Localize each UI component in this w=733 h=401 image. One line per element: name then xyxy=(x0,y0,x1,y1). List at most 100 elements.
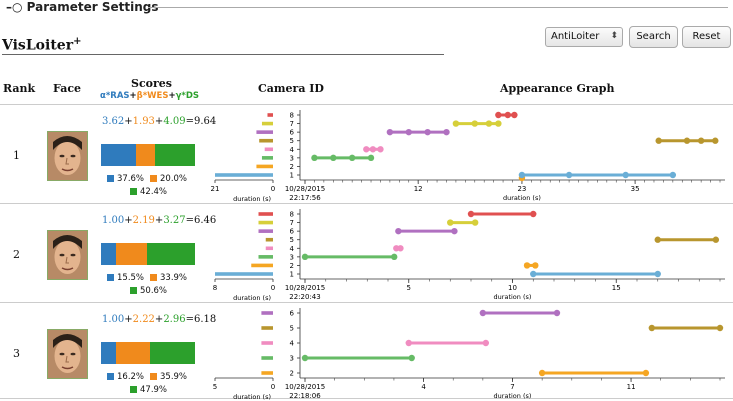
appearance-point[interactable] xyxy=(397,245,404,252)
appearance-track[interactable] xyxy=(405,339,490,347)
appearance-point[interactable] xyxy=(311,154,318,162)
appearance-track[interactable] xyxy=(393,245,404,252)
appearance-point[interactable] xyxy=(654,236,661,243)
appearance-point[interactable] xyxy=(451,227,458,235)
appearance-point[interactable] xyxy=(495,120,502,127)
appearance-track[interactable] xyxy=(301,354,415,362)
appearance-point[interactable] xyxy=(348,154,356,162)
appearance-point[interactable] xyxy=(565,171,573,179)
appearance-point[interactable] xyxy=(330,154,337,162)
duration-bar[interactable] xyxy=(264,147,273,152)
duration-bar[interactable] xyxy=(215,173,273,177)
appearance-point[interactable] xyxy=(655,137,662,144)
appearance-point[interactable] xyxy=(482,339,490,347)
appearance-track[interactable] xyxy=(530,270,661,278)
appearance-point[interactable] xyxy=(648,324,656,332)
appearance-track[interactable] xyxy=(518,171,677,179)
appearance-track[interactable] xyxy=(467,210,537,218)
duration-bar[interactable] xyxy=(261,356,273,360)
appearance-point[interactable] xyxy=(386,128,394,136)
duration-bar[interactable] xyxy=(259,138,273,143)
appearance-point[interactable] xyxy=(495,111,502,119)
duration-bar[interactable] xyxy=(258,255,274,259)
duration-bar[interactable] xyxy=(258,212,274,216)
appearance-point[interactable] xyxy=(532,262,539,269)
appearance-track[interactable] xyxy=(538,369,650,377)
duration-bar[interactable] xyxy=(265,246,273,251)
appearance-point[interactable] xyxy=(504,111,511,119)
duration-bar[interactable] xyxy=(261,121,273,126)
appearance-point[interactable] xyxy=(712,137,719,144)
appearance-point[interactable] xyxy=(301,253,309,261)
appearance-track[interactable] xyxy=(654,236,720,243)
face-photo[interactable] xyxy=(47,230,88,280)
appearance-point[interactable] xyxy=(363,146,370,153)
duration-bar[interactable] xyxy=(261,341,273,345)
appearance-track[interactable] xyxy=(479,309,561,317)
appearance-track[interactable] xyxy=(363,146,384,153)
appearance-point[interactable] xyxy=(367,154,375,162)
duration-bar[interactable] xyxy=(256,164,273,169)
duration-bar[interactable] xyxy=(261,156,273,160)
appearance-point[interactable] xyxy=(405,339,412,347)
appearance-point[interactable] xyxy=(377,146,384,153)
appearance-point[interactable] xyxy=(538,369,546,377)
appearance-track[interactable] xyxy=(523,262,539,269)
appearance-track[interactable] xyxy=(311,154,375,162)
algorithm-select[interactable]: AntiLoiter ⬍ xyxy=(545,27,623,47)
appearance-point[interactable] xyxy=(553,309,561,317)
appearance-point[interactable] xyxy=(669,171,677,179)
appearance-point[interactable] xyxy=(471,120,478,127)
appearance-point[interactable] xyxy=(301,354,309,362)
appearance-point[interactable] xyxy=(518,171,526,179)
appearance-point[interactable] xyxy=(683,137,691,144)
appearance-point[interactable] xyxy=(447,219,454,226)
appearance-point[interactable] xyxy=(408,354,415,362)
appearance-point[interactable] xyxy=(405,128,412,136)
appearance-point[interactable] xyxy=(443,128,450,136)
appearance-track[interactable] xyxy=(301,253,398,261)
appearance-point[interactable] xyxy=(523,262,531,269)
duration-bar[interactable] xyxy=(215,272,273,276)
duration-bar[interactable] xyxy=(261,311,273,315)
face-photo[interactable] xyxy=(47,329,88,379)
appearance-track[interactable] xyxy=(655,137,719,144)
appearance-point[interactable] xyxy=(622,171,629,179)
duration-bar[interactable] xyxy=(267,113,273,117)
appearance-point[interactable] xyxy=(395,227,402,235)
search-button[interactable]: Search xyxy=(629,26,678,48)
appearance-track[interactable] xyxy=(447,219,479,226)
appearance-point[interactable] xyxy=(369,146,377,153)
appearance-point[interactable] xyxy=(479,309,487,317)
reset-button[interactable]: Reset xyxy=(682,26,731,48)
duration-bar[interactable] xyxy=(261,371,273,375)
duration-bar[interactable] xyxy=(258,220,274,225)
appearance-point[interactable] xyxy=(530,270,537,278)
duration-bar[interactable] xyxy=(256,130,273,134)
appearance-point[interactable] xyxy=(712,236,720,243)
duration-bar[interactable] xyxy=(265,237,273,242)
appearance-point[interactable] xyxy=(485,120,493,127)
appearance-track[interactable] xyxy=(648,324,724,332)
appearance-point[interactable] xyxy=(452,120,460,127)
duration-bar[interactable] xyxy=(251,263,273,268)
duration-bar[interactable] xyxy=(261,326,273,330)
parameter-settings-title[interactable]: –○ Parameter Settings xyxy=(6,0,159,14)
appearance-point[interactable] xyxy=(642,369,650,377)
appearance-point[interactable] xyxy=(697,137,705,144)
appearance-point[interactable] xyxy=(530,210,537,218)
appearance-track[interactable] xyxy=(495,111,518,119)
appearance-point[interactable] xyxy=(654,270,661,278)
appearance-track[interactable] xyxy=(386,128,450,136)
appearance-track[interactable] xyxy=(452,120,502,127)
appearance-point[interactable] xyxy=(391,253,398,261)
appearance-point[interactable] xyxy=(467,210,475,218)
appearance-point[interactable] xyxy=(716,324,724,332)
appearance-point[interactable] xyxy=(471,219,479,226)
face-photo[interactable] xyxy=(47,131,88,181)
appearance-track[interactable] xyxy=(395,227,458,235)
appearance-point[interactable] xyxy=(424,128,431,136)
